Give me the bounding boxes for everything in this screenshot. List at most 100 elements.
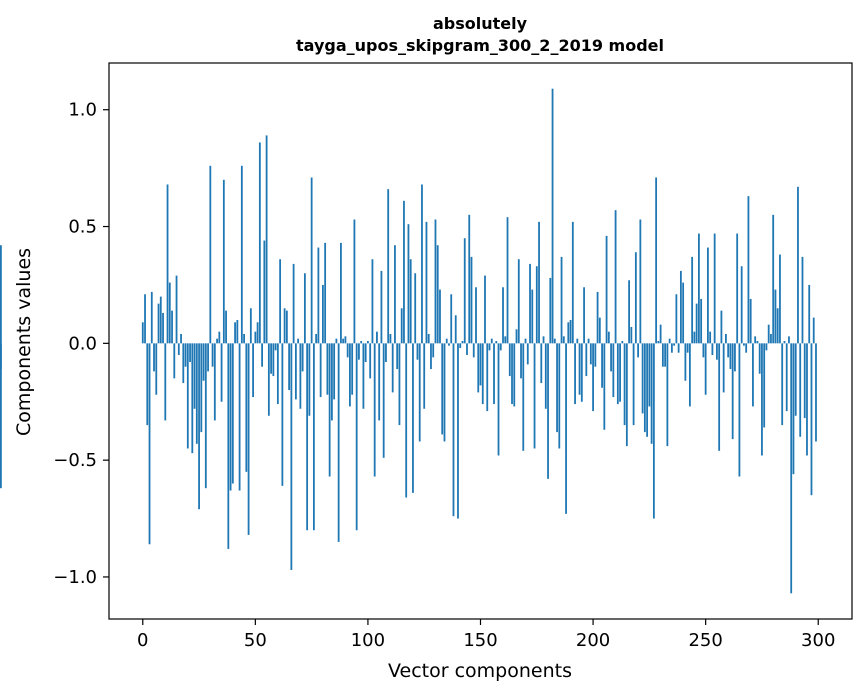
bar-161 (504, 336, 507, 344)
y-axis-ticks: −1.0 −0.5 0.0 0.5 1.0 (53, 100, 109, 588)
bar-136 (448, 343, 450, 346)
bar-139 (454, 315, 457, 344)
bar-290 (794, 343, 797, 416)
bar-263 (734, 343, 736, 372)
bar-188 (565, 343, 567, 514)
bar-286 (785, 343, 788, 412)
bar-284 (781, 343, 784, 426)
bar-64 (285, 310, 288, 344)
bar-163 (508, 343, 511, 377)
bar-228 (655, 177, 658, 344)
bar-88 (340, 242, 342, 344)
bar-74 (308, 343, 311, 416)
bar-4 (150, 291, 153, 344)
bar-99 (364, 343, 367, 363)
bar-115 (400, 308, 403, 344)
bar-91 (346, 343, 349, 358)
bar-148 (475, 287, 477, 344)
bar-261 (729, 343, 732, 370)
bar-294 (803, 343, 806, 419)
bar-83 (328, 343, 331, 477)
bar-172 (529, 263, 531, 344)
bar-298 (812, 317, 815, 344)
bar-185 (558, 343, 561, 449)
y-axis-label: Components values (13, 248, 35, 436)
bar-111 (391, 343, 394, 393)
bar-122 (416, 343, 419, 360)
bar-258 (722, 343, 725, 393)
x-tick-label: 200 (576, 630, 610, 651)
bar-104 (376, 331, 378, 344)
bar-26 (200, 343, 203, 433)
bar-89 (342, 338, 345, 344)
bar-42 (236, 319, 239, 344)
bar-257 (720, 310, 723, 344)
bar-110 (389, 333, 392, 344)
bar-undefined (0, 343, 2, 489)
bar-63 (283, 308, 286, 344)
bar-128 (430, 343, 432, 370)
bar-32 (213, 343, 216, 421)
bar-90 (344, 336, 347, 344)
bar-7 (157, 303, 160, 344)
bar-46 (245, 343, 248, 472)
bar-130 (434, 219, 437, 344)
bar-146 (470, 256, 473, 344)
bar-200 (592, 343, 594, 412)
bar-241 (684, 343, 687, 381)
bar-8 (159, 296, 162, 344)
bar-87 (337, 343, 340, 542)
bar-280 (772, 214, 775, 344)
bar-145 (468, 214, 471, 344)
bar-199 (589, 343, 592, 365)
bar-19 (184, 343, 187, 367)
bar-183 (553, 338, 556, 344)
bar-92 (349, 343, 351, 407)
bar-255 (716, 343, 718, 360)
bar-192 (574, 343, 576, 405)
bar-50 (254, 331, 257, 344)
bar-79 (319, 343, 322, 398)
bar-224 (646, 343, 649, 437)
bar-197 (585, 343, 588, 377)
bar-279 (770, 333, 772, 344)
bar-131 (436, 245, 439, 344)
bar-198 (587, 338, 590, 344)
bar-274 (758, 343, 761, 374)
bar-14 (173, 343, 176, 379)
bar-153 (486, 343, 489, 412)
bar-108 (385, 343, 387, 363)
bar-123 (418, 343, 421, 442)
bar-47 (247, 343, 250, 535)
bar-116 (403, 200, 405, 344)
bar-231 (661, 343, 664, 367)
bar-152 (484, 275, 486, 344)
bar-28 (204, 343, 207, 489)
bar-16 (177, 343, 180, 356)
bar-84 (331, 343, 333, 421)
bar-86 (335, 338, 338, 344)
bar-155 (490, 338, 493, 344)
chart-title: absolutely (433, 14, 528, 33)
bar-65 (288, 343, 291, 391)
bar-206 (605, 235, 608, 344)
bar-222 (641, 343, 644, 414)
bar-210 (614, 210, 617, 344)
bar-267 (743, 343, 745, 346)
bar-120 (412, 343, 414, 493)
bar-262 (731, 343, 734, 440)
bar-273 (756, 341, 759, 344)
chart-subtitle: tayga_upos_skipgram_300_2_2019 model (296, 36, 664, 55)
bar-252 (709, 331, 712, 344)
bar-225 (648, 343, 651, 407)
bar-21 (189, 343, 191, 363)
x-tick-label: 250 (688, 630, 722, 651)
bar-97 (360, 341, 363, 344)
bar-138 (452, 343, 455, 517)
bar-249 (702, 343, 705, 358)
bar-174 (533, 343, 536, 449)
bar-44 (240, 165, 243, 344)
bar-182 (551, 88, 554, 344)
bar-226 (650, 343, 653, 444)
bar-68 (294, 343, 297, 400)
